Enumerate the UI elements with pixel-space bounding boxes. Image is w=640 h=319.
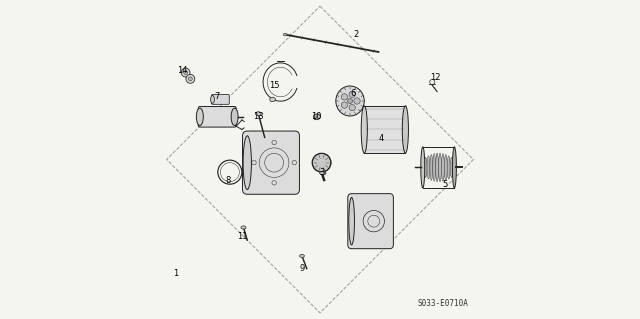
Text: 6: 6 [351, 89, 356, 98]
Circle shape [354, 98, 360, 104]
Ellipse shape [211, 95, 214, 103]
Ellipse shape [255, 112, 261, 115]
Ellipse shape [444, 154, 447, 180]
FancyBboxPatch shape [212, 94, 229, 104]
Ellipse shape [436, 153, 438, 182]
FancyBboxPatch shape [348, 194, 394, 249]
Text: 7: 7 [214, 92, 220, 101]
Ellipse shape [452, 147, 456, 188]
Ellipse shape [427, 156, 430, 179]
Circle shape [181, 68, 190, 77]
Circle shape [184, 70, 188, 74]
Circle shape [349, 91, 355, 98]
Ellipse shape [361, 106, 367, 153]
Ellipse shape [424, 158, 427, 177]
Ellipse shape [420, 147, 425, 188]
Ellipse shape [312, 153, 331, 172]
Text: 9: 9 [300, 264, 305, 273]
Text: 11: 11 [237, 233, 248, 241]
FancyBboxPatch shape [198, 107, 236, 127]
FancyBboxPatch shape [243, 131, 300, 194]
Ellipse shape [300, 255, 305, 257]
Text: 15: 15 [269, 81, 280, 90]
Ellipse shape [421, 159, 424, 176]
Text: S033-E0710A: S033-E0710A [418, 299, 468, 308]
Ellipse shape [349, 197, 355, 245]
Ellipse shape [284, 33, 287, 36]
Ellipse shape [269, 97, 275, 102]
Ellipse shape [243, 136, 252, 189]
Circle shape [348, 99, 353, 104]
Ellipse shape [442, 153, 444, 181]
Ellipse shape [320, 171, 326, 175]
Circle shape [188, 77, 192, 81]
Ellipse shape [403, 106, 408, 153]
Circle shape [341, 94, 348, 100]
Ellipse shape [450, 158, 453, 177]
Text: 14: 14 [177, 66, 188, 76]
Ellipse shape [430, 154, 433, 180]
Text: 4: 4 [379, 134, 384, 144]
Circle shape [349, 104, 355, 111]
Ellipse shape [231, 108, 238, 125]
Ellipse shape [314, 114, 320, 120]
Text: 8: 8 [226, 175, 231, 185]
Ellipse shape [196, 108, 204, 125]
Text: 3: 3 [319, 168, 324, 177]
Bar [364, 106, 405, 153]
Text: 5: 5 [442, 180, 447, 189]
Ellipse shape [336, 86, 364, 116]
Ellipse shape [438, 153, 442, 182]
Circle shape [186, 74, 195, 83]
Ellipse shape [433, 153, 436, 181]
Ellipse shape [447, 156, 450, 179]
Text: 12: 12 [430, 73, 441, 82]
Circle shape [341, 102, 348, 108]
Text: 2: 2 [354, 30, 359, 39]
Text: 10: 10 [312, 112, 322, 121]
Text: 1: 1 [173, 269, 179, 278]
Ellipse shape [453, 159, 456, 176]
Ellipse shape [241, 226, 246, 229]
Text: 13: 13 [253, 112, 264, 121]
